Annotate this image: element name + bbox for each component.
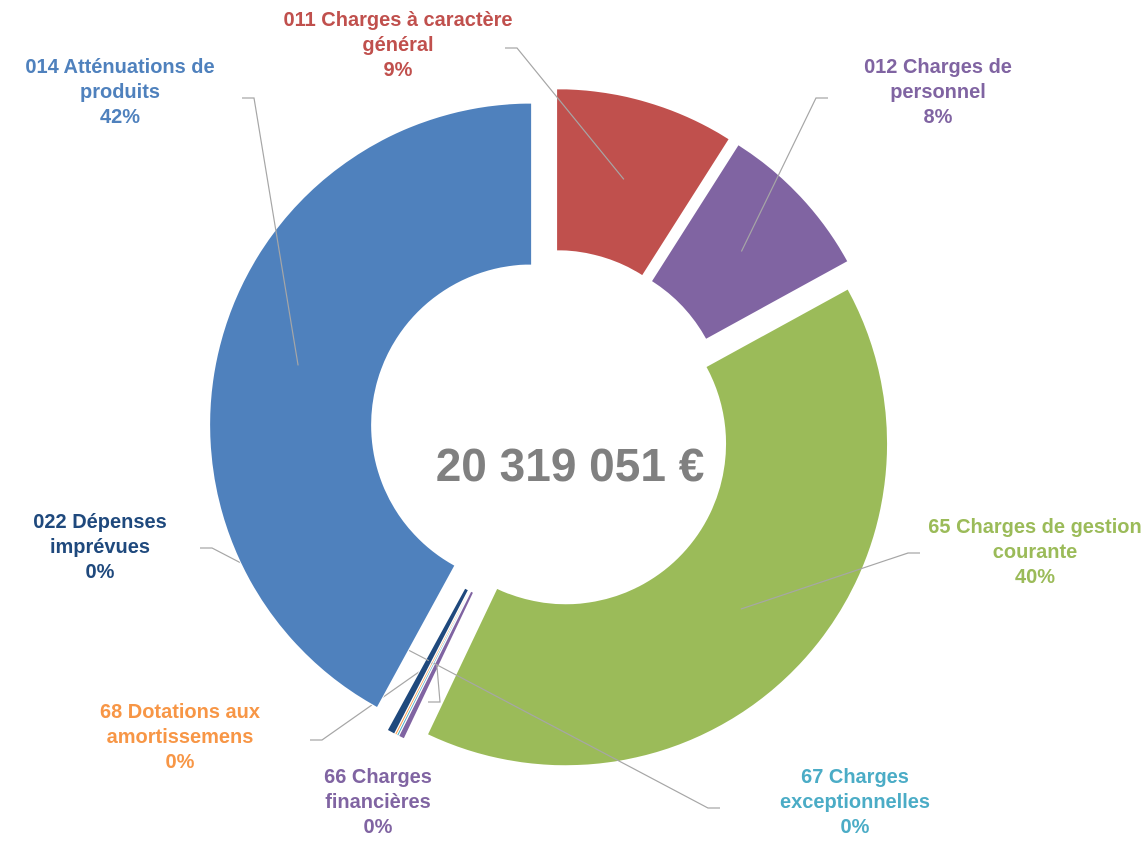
category-label: 012 Charges de personnel (864, 56, 1012, 103)
data-label: 68 Dotations aux amortissemens 0% (60, 700, 300, 775)
donut-slice (426, 288, 889, 767)
data-label: 67 Charges exceptionnelles 0% (745, 765, 965, 840)
value-label: 0% (840, 816, 870, 838)
value-label: 8% (923, 106, 953, 128)
data-label: 011 Charges à caractère général 9% (283, 8, 513, 83)
category-label: 022 Dépenses imprévues (33, 511, 167, 558)
data-label: 66 Charges financières 0% (278, 765, 478, 840)
center-label: 20 319 051 € (435, 439, 705, 491)
leader-line (242, 97, 299, 366)
category-label: 011 Charges à caractère général (283, 9, 513, 56)
category-label: 67 Charges exceptionnelles (779, 766, 931, 813)
donut-slice (386, 587, 470, 735)
value-label: 0% (165, 751, 195, 773)
value-label: 42% (99, 106, 141, 128)
data-label: 65 Charges de gestion courante 40% (920, 515, 1147, 590)
value-label: 0% (363, 816, 393, 838)
data-label: 022 Dépenses imprévues 0% (0, 510, 200, 585)
donut-slice (209, 102, 533, 709)
leader-line (740, 97, 828, 252)
data-label: 012 Charges de personnel 8% (828, 55, 1048, 130)
category-label: 68 Dotations aux amortissemens (99, 701, 261, 748)
category-label: 66 Charges financières (324, 766, 432, 813)
category-label: 65 Charges de gestion courante (928, 516, 1142, 563)
value-label: 0% (85, 561, 115, 583)
category-label: 014 Atténuations de produits (25, 56, 215, 103)
value-label: 9% (383, 59, 413, 81)
leader-line (428, 664, 441, 703)
data-label: 014 Atténuations de produits 42% (5, 55, 235, 130)
donut-slice (556, 88, 730, 277)
donut-slice (650, 143, 849, 341)
leader-line (310, 662, 433, 741)
value-label: 40% (1014, 566, 1056, 588)
leader-line (505, 47, 625, 180)
leader-line (740, 552, 920, 610)
leader-line (433, 662, 720, 809)
